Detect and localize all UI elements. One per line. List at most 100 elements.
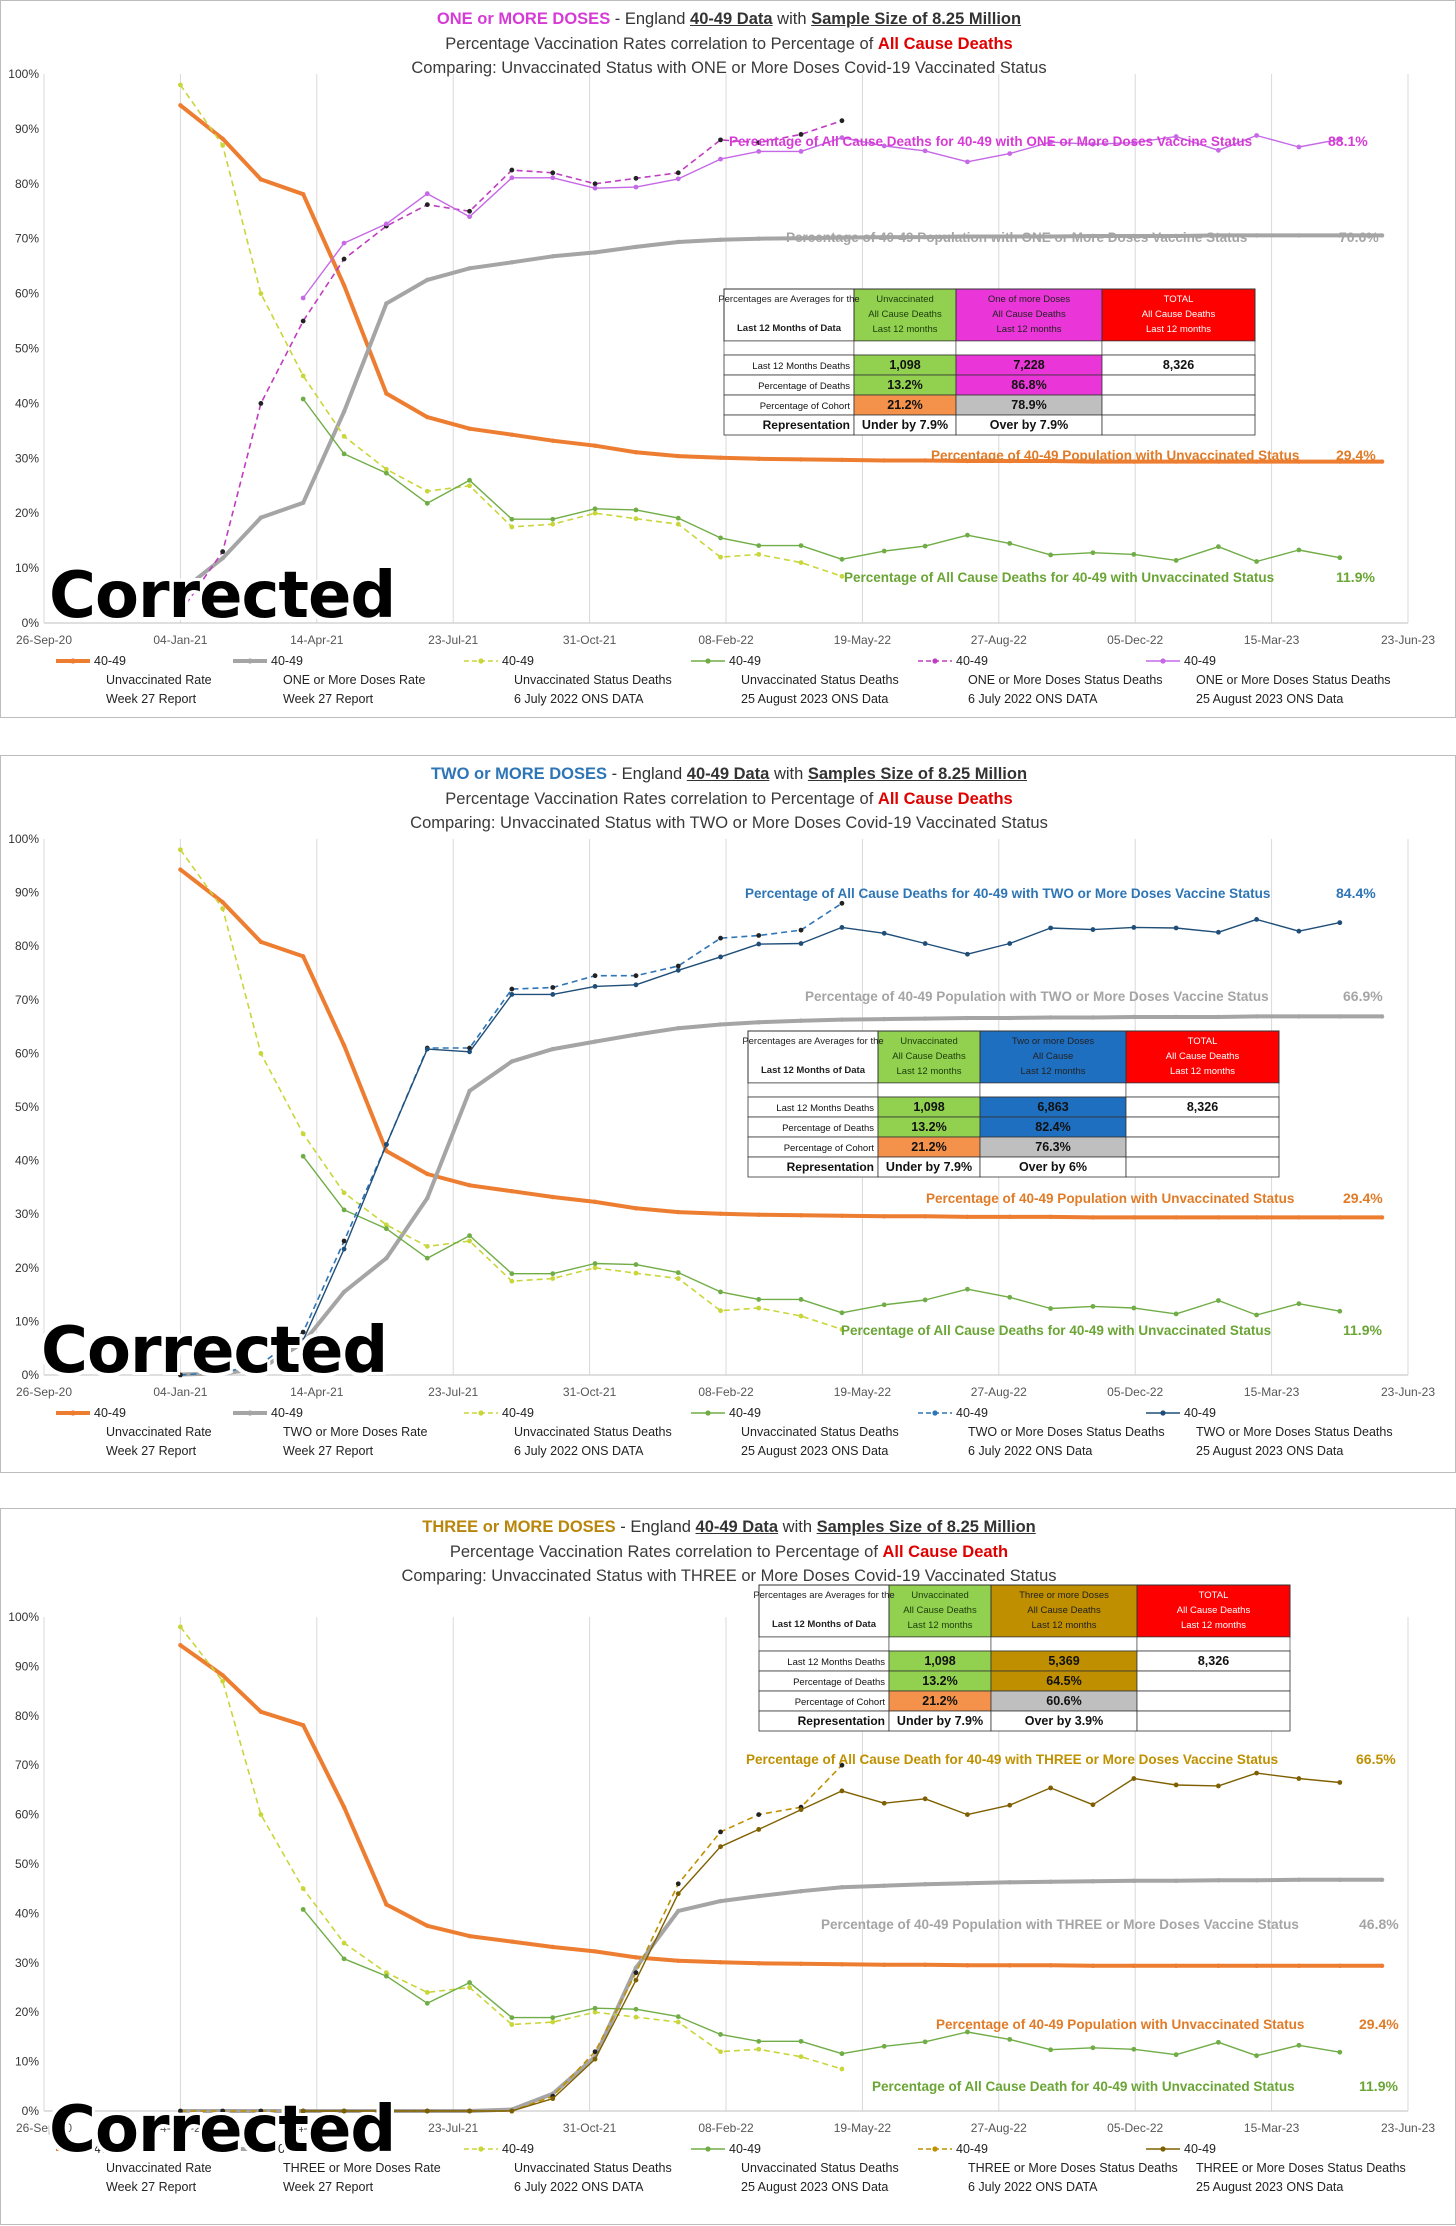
data-point (839, 556, 845, 562)
series-line (302, 1908, 1340, 2057)
data-point (220, 136, 225, 141)
data-point (839, 925, 845, 930)
data-point (383, 2108, 389, 2114)
data-point (592, 443, 598, 448)
data-point (1048, 234, 1053, 239)
data-point (922, 1016, 928, 1021)
table-cell-text: Under by 7.9% (862, 418, 948, 432)
data-point (341, 1940, 347, 1946)
data-point (467, 483, 472, 489)
legend-label: Unvaccinated Status Deaths (514, 2161, 672, 2175)
table-header-text: TOTAL (1199, 1590, 1229, 1601)
x-tick-label: 08-Feb-22 (698, 2121, 754, 2135)
data-point (592, 2005, 598, 2011)
legend-label: 6 July 2022 ONS Data (968, 1444, 1092, 1458)
data-point (1337, 459, 1343, 464)
y-tick-label: 90% (15, 122, 39, 136)
title-with: with (769, 765, 808, 783)
series-annotation: Percentage of 40-49 Population with Unva… (926, 1191, 1294, 1206)
data-point (383, 466, 389, 472)
legend-marker (247, 2146, 253, 2152)
table-cell-text: 1,098 (889, 358, 920, 372)
data-point (718, 1844, 723, 1850)
data-point (424, 1243, 430, 1249)
data-point (756, 1893, 761, 1899)
data-point (509, 524, 515, 530)
x-tick-label: 26-Sep-20 (16, 2121, 72, 2135)
table-cell-text: 13.2% (911, 1120, 946, 1134)
data-point (922, 1297, 928, 1303)
data-point (178, 1372, 183, 1378)
data-point (1007, 458, 1012, 464)
data-point (341, 2108, 347, 2114)
data-point (1090, 2045, 1096, 2051)
legend-label: Unvaccinated Rate (106, 1425, 212, 1439)
data-point (220, 1369, 226, 1375)
data-point (1090, 1015, 1096, 1020)
data-point (592, 185, 598, 191)
data-point (424, 202, 430, 208)
legend-label: Unvaccinated Status Deaths (514, 673, 672, 687)
x-tick-label: 27-Aug-22 (971, 2121, 1027, 2135)
table-cell-text: Representation (763, 418, 850, 432)
data-point (258, 939, 264, 945)
chart-panel-two-dose: TWO or MORE DOSES - England 40-49 Data w… (0, 755, 1456, 1473)
legend-label: 40-49 (1184, 2142, 1216, 2156)
table-header-text: Three or more Doses (1019, 1590, 1109, 1601)
data-point (633, 1262, 639, 1267)
x-tick-label: 14-Apr-21 (290, 1385, 344, 1399)
data-point (178, 589, 183, 594)
subtitle-highlight: All Cause Deaths (877, 790, 1013, 808)
series-end-value: 70.6% (1339, 229, 1379, 245)
table-header-text: All Cause Deaths (1166, 1051, 1240, 1062)
table-cell-text: Percentage of Deaths (758, 381, 850, 392)
data-point (1216, 1298, 1221, 1303)
data-point (882, 1883, 887, 1888)
series-annotation: Percentage of All Cause Deaths for 40-49… (745, 886, 1270, 901)
data-point (922, 458, 928, 463)
data-point (756, 1812, 762, 1817)
data-point (1337, 233, 1343, 238)
data-point (756, 140, 762, 146)
data-point (592, 1265, 598, 1271)
data-point (881, 143, 887, 149)
data-point (509, 260, 515, 265)
table-cell (990, 1636, 1138, 1652)
data-point (1048, 1785, 1054, 1791)
y-tick-label: 40% (15, 396, 39, 410)
data-point (965, 951, 970, 957)
data-point (341, 1246, 347, 1252)
data-point (341, 283, 347, 288)
data-point (1337, 1014, 1343, 1019)
data-point (467, 1238, 472, 1244)
data-point (839, 1788, 845, 1794)
data-point (1216, 1878, 1221, 1883)
data-point (341, 1956, 347, 1962)
data-point (300, 2108, 306, 2114)
summary-table: Percentages are Averages for the Last 12 … (718, 288, 1256, 436)
legend-marker (247, 1410, 253, 1416)
data-point (220, 1678, 226, 1684)
series-line (302, 134, 1340, 299)
data-point (675, 176, 681, 182)
chart-subtitle-1: Percentage Vaccination Rates correlation… (1, 35, 1456, 54)
data-point (550, 2015, 556, 2021)
x-tick-label: 08-Feb-22 (698, 1385, 754, 1399)
data-point (965, 1881, 970, 1886)
data-point (467, 477, 472, 483)
data-point (922, 1796, 928, 1802)
data-point (1337, 1963, 1343, 1968)
x-tick-label: 05-Dec-22 (1107, 1385, 1163, 1399)
data-point (1090, 1215, 1096, 1220)
chart-subtitle-1: Percentage Vaccination Rates correlation… (1, 1543, 1456, 1562)
title-middle: - England (610, 10, 691, 28)
data-point (839, 1762, 845, 1768)
legend-label: Week 27 Report (283, 1444, 374, 1458)
x-tick-label: 23-Jun-23 (1381, 1385, 1435, 1399)
data-point (1296, 1301, 1302, 1307)
series-end-value: 11.9% (1359, 2078, 1398, 2094)
data-point (1090, 1802, 1096, 1808)
legend-label: THREE or More Doses Rate (283, 2161, 441, 2175)
legend-label: Unvaccinated Status Deaths (741, 2161, 899, 2175)
series-line (180, 1014, 1383, 1377)
